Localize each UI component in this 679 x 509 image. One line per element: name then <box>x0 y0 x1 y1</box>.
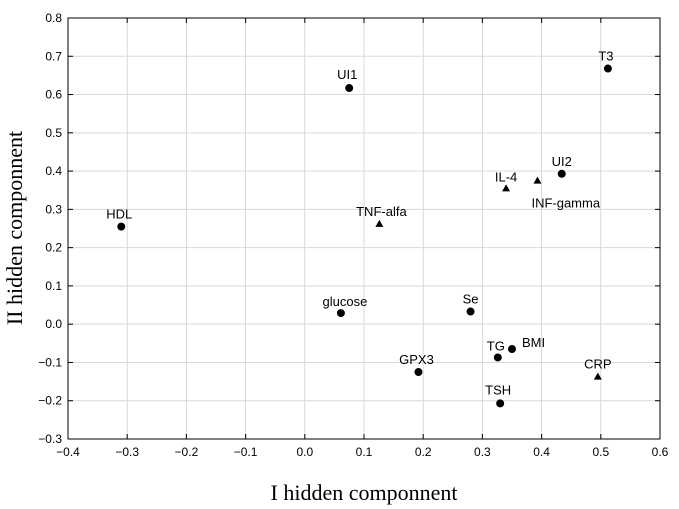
point-triangle-inf-gamma <box>533 176 542 184</box>
x-tick-label: −0.3 <box>115 445 139 459</box>
y-tick-label: 0.6 <box>45 88 62 102</box>
point-label-ui2: UI2 <box>552 154 572 169</box>
x-tick-label: 0.6 <box>652 445 669 459</box>
point-circle-hdl <box>117 222 126 231</box>
x-tick-label: 0.5 <box>592 445 609 459</box>
y-tick-label: −0.3 <box>38 432 62 446</box>
y-tick-label: 0.8 <box>45 11 62 25</box>
point-label-ui1: UI1 <box>337 67 357 82</box>
y-tick-label: 0.7 <box>45 49 62 63</box>
x-tick-labels: −0.4 −0.3 −0.2 −0.1 0.0 0.1 0.2 0.3 0.4 0.5 0.6 <box>56 445 669 459</box>
y-axis-title: II hidden componnent <box>2 131 27 325</box>
point-circle-bmi <box>508 345 516 354</box>
y-tick-label: −0.1 <box>38 355 62 369</box>
y-tick-label: 0.3 <box>45 202 62 216</box>
point-label-bmi: BMI <box>522 335 545 350</box>
y-tick-label: −0.2 <box>38 394 62 408</box>
point-circle-glucose <box>336 309 345 318</box>
point-circle-gpx3 <box>414 368 423 377</box>
point-triangle-tnf-alfa <box>375 219 384 227</box>
point-label-t3: T3 <box>598 49 613 64</box>
x-axis-title: I hidden componnent <box>271 480 458 505</box>
point-label-gpx3: GPX3 <box>399 352 434 367</box>
x-tick-label: −0.1 <box>234 445 258 459</box>
point-circle-ui2 <box>557 169 566 178</box>
x-tick-label: 0.0 <box>296 445 313 459</box>
x-tick-label: −0.2 <box>175 445 199 459</box>
y-tick-label: 0.2 <box>45 241 62 255</box>
point-circle-tsh <box>496 399 505 408</box>
x-tick-label: −0.4 <box>56 445 80 459</box>
x-tick-label: 0.1 <box>356 445 373 459</box>
grid-lines <box>68 18 660 439</box>
y-tick-label: 0.5 <box>45 126 62 140</box>
x-tick-label: 0.3 <box>474 445 491 459</box>
point-label-se: Se <box>463 292 479 307</box>
axis-ticks <box>67 17 661 440</box>
x-tick-label: 0.2 <box>415 445 432 459</box>
data-points <box>117 64 612 408</box>
point-label-inf-gamma: INF-gamma <box>531 196 600 211</box>
point-label-hdl: HDL <box>106 207 132 222</box>
y-tick-label: 0.0 <box>45 317 62 331</box>
point-label-il-4: IL-4 <box>495 169 517 184</box>
y-tick-label: 0.1 <box>45 279 62 293</box>
point-label-glucose: glucose <box>323 294 368 309</box>
y-tick-label: 0.4 <box>45 164 62 178</box>
point-circle-se <box>466 307 475 316</box>
x-tick-label: 0.4 <box>533 445 550 459</box>
point-triangle-il-4 <box>502 184 511 192</box>
point-label-tg: TG <box>487 338 505 353</box>
point-labels: T3 UI1 UI2 IL-4 INF-gamma HDL TNF-alfa glucose S… <box>106 49 613 398</box>
point-label-tsh: TSH <box>485 382 511 397</box>
y-tick-labels: −0.3 −0.2 −0.1 0.0 0.1 0.2 0.3 0.4 0.5 0.6 0.7 0.8 <box>38 11 62 446</box>
point-triangle-crp <box>593 372 602 380</box>
point-circle-tg <box>493 353 502 362</box>
point-circle-t3 <box>603 64 612 73</box>
point-circle-ui1 <box>345 84 354 93</box>
point-label-tnf-alfa: TNF-alfa <box>356 204 407 219</box>
point-label-crp: CRP <box>584 357 611 372</box>
